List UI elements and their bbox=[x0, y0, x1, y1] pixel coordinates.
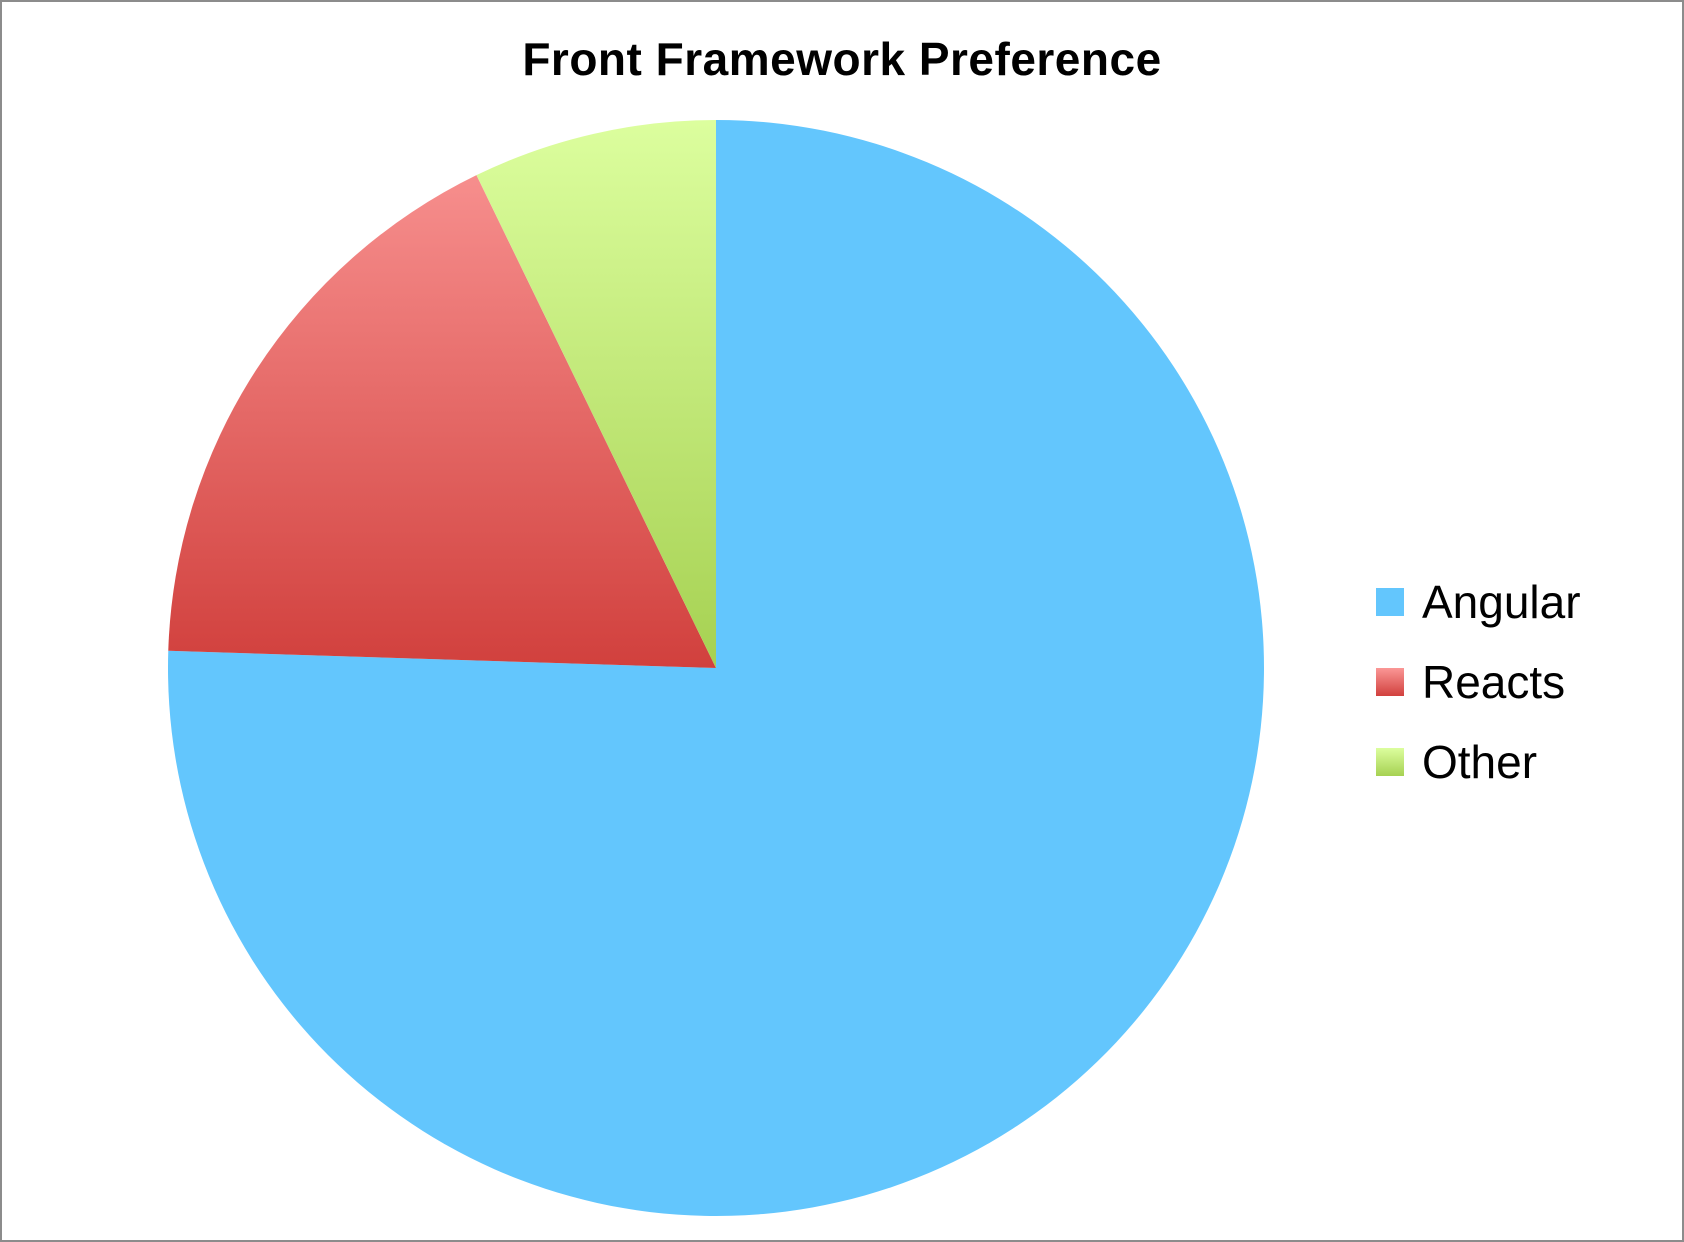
legend-item-other: Other bbox=[1376, 722, 1581, 802]
legend-swatch-angular bbox=[1376, 588, 1404, 616]
legend-swatch-other bbox=[1376, 748, 1404, 776]
legend-item-reacts: Reacts bbox=[1376, 642, 1581, 722]
legend-label-reacts: Reacts bbox=[1422, 655, 1565, 709]
legend-label-other: Other bbox=[1422, 735, 1537, 789]
legend-label-angular: Angular bbox=[1422, 575, 1581, 629]
legend-swatch-reacts bbox=[1376, 668, 1404, 696]
legend-item-angular: Angular bbox=[1376, 562, 1581, 642]
legend: Angular Reacts Other bbox=[1376, 562, 1581, 802]
pie-slices bbox=[168, 120, 1264, 1216]
